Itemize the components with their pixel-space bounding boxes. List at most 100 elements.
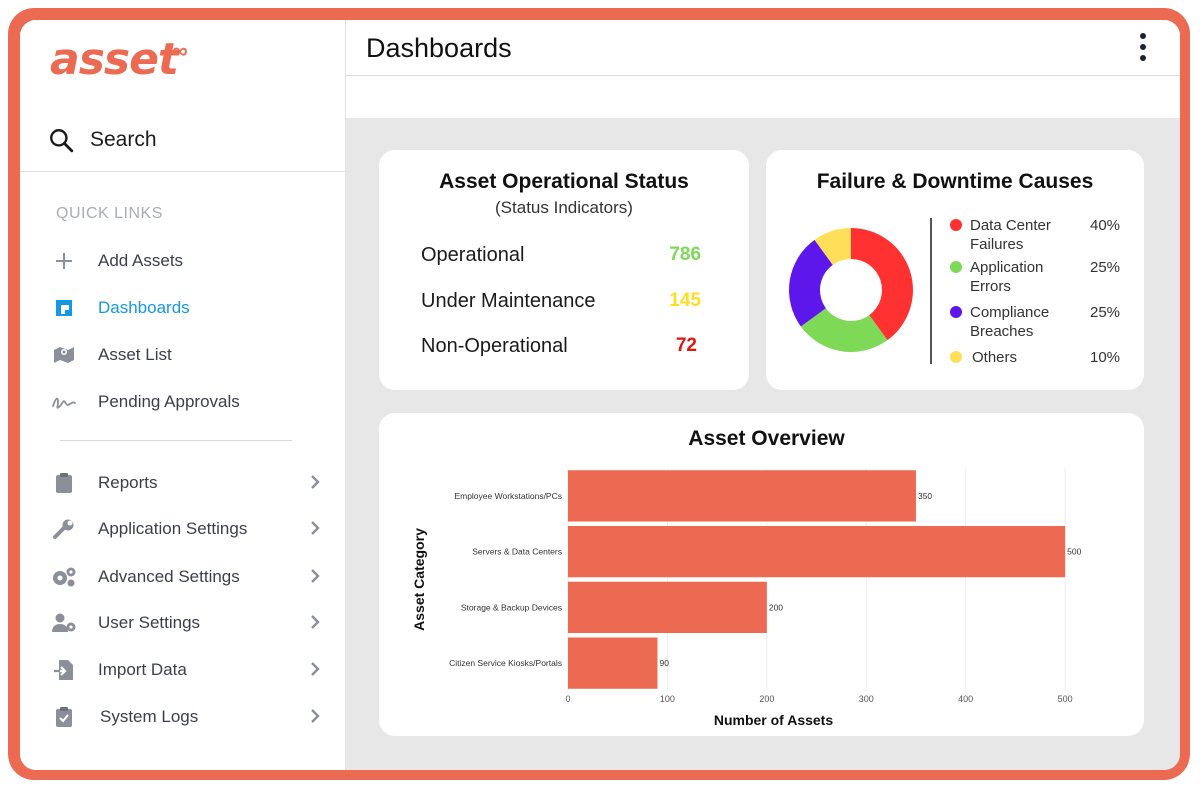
status-value: 145 bbox=[669, 290, 701, 311]
x-tick-label: 100 bbox=[660, 694, 675, 704]
chevron-right-icon bbox=[311, 662, 320, 676]
nav-system-logs[interactable]: System Logs bbox=[50, 700, 320, 734]
status-row-maintenance: Under Maintenance 145 bbox=[421, 290, 701, 313]
nav-application-settings[interactable]: Application Settings bbox=[50, 512, 320, 546]
nav-pending-approvals[interactable]: Pending Approvals bbox=[50, 385, 320, 419]
legend-label: Data Center Failures bbox=[970, 217, 1051, 253]
asset-overview-card: Asset Overview 0 100 200 300 400 500 Employee … bbox=[379, 413, 1144, 736]
user-gear-icon bbox=[52, 613, 76, 632]
signature-icon bbox=[52, 397, 76, 409]
app-window: asset ∞ Search QUICK LINKS Add Assets Da… bbox=[20, 20, 1180, 770]
donut-slice bbox=[851, 228, 913, 341]
clipboard-icon bbox=[56, 473, 72, 493]
y-tick-label: Servers & Data Centers bbox=[472, 547, 562, 557]
legend-label: Others bbox=[972, 349, 1018, 366]
main-content: Dashboards Asset Operational Status (Sta… bbox=[346, 20, 1180, 770]
x-axis-label: Number of Assets bbox=[714, 712, 834, 728]
nav-asset-list[interactable]: Asset List bbox=[50, 338, 320, 372]
status-value: 72 bbox=[675, 335, 697, 356]
legend-pct: 10% bbox=[1090, 349, 1121, 366]
nav-dashboards[interactable]: Dashboards bbox=[50, 291, 320, 325]
bar bbox=[568, 525, 1066, 578]
y-tick-label: Employee Workstations/PCs bbox=[454, 491, 562, 501]
nav-label: Import Data bbox=[98, 660, 187, 679]
legend-pct: 25% bbox=[1090, 259, 1121, 276]
sidebar: asset ∞ Search QUICK LINKS Add Assets Da… bbox=[20, 20, 346, 770]
bar-value-label: 200 bbox=[769, 602, 783, 612]
nav-label: Add Assets bbox=[98, 251, 184, 270]
nav-user-settings[interactable]: User Settings bbox=[50, 606, 320, 640]
status-label: Under Maintenance bbox=[421, 290, 596, 312]
nav-label: Asset List bbox=[98, 345, 172, 364]
chevron-right-icon bbox=[311, 569, 320, 583]
legend-label: Application Errors bbox=[970, 259, 1044, 295]
more-options-icon[interactable] bbox=[1138, 33, 1148, 63]
nav-label: Advanced Settings bbox=[98, 567, 240, 586]
bar-chart: 0 100 200 300 400 500 Employee Workstations/PC… bbox=[411, 468, 1082, 728]
search-label: Search bbox=[90, 128, 157, 151]
nav-advanced-settings[interactable]: Advanced Settings bbox=[50, 560, 320, 594]
legend-divider bbox=[930, 218, 932, 364]
nav-label: Reports bbox=[98, 473, 158, 492]
nav-add-assets[interactable]: Add Assets bbox=[50, 244, 320, 278]
x-tick-label: 500 bbox=[1058, 694, 1073, 704]
search-icon bbox=[50, 129, 74, 153]
page-title: Dashboards bbox=[366, 33, 512, 63]
nav-reports[interactable]: Reports bbox=[50, 466, 320, 500]
y-tick-label: Storage & Backup Devices bbox=[461, 602, 562, 612]
legend-dot bbox=[950, 306, 962, 318]
status-row-non-operational: Non-Operational 72 bbox=[421, 335, 701, 358]
divider bbox=[60, 440, 292, 441]
nav-label: System Logs bbox=[100, 707, 199, 726]
status-row-operational: Operational 786 bbox=[421, 244, 701, 267]
wrench-icon bbox=[53, 519, 74, 539]
map-icon bbox=[54, 347, 74, 363]
legend-dot bbox=[950, 219, 962, 231]
donut-chart bbox=[789, 228, 913, 352]
legend-pct: 40% bbox=[1090, 217, 1121, 234]
dashboard-icon bbox=[56, 300, 72, 316]
legend-dot bbox=[950, 261, 962, 273]
chevron-right-icon bbox=[311, 615, 320, 629]
bar-value-label: 500 bbox=[1067, 547, 1081, 557]
y-tick-label: Citizen Service Kiosks/Portals bbox=[449, 658, 562, 668]
status-value: 786 bbox=[669, 244, 701, 265]
x-tick-label: 200 bbox=[759, 694, 774, 704]
nav-import-data[interactable]: Import Data bbox=[50, 653, 320, 687]
nav-label: Dashboards bbox=[98, 298, 190, 317]
clipboard-check-icon bbox=[56, 707, 72, 727]
x-tick-label: 400 bbox=[958, 694, 973, 704]
bar bbox=[568, 470, 916, 522]
nav-label: Pending Approvals bbox=[98, 392, 240, 411]
search-button[interactable]: Search bbox=[48, 120, 328, 160]
donut-slice bbox=[800, 308, 888, 352]
failure-card: Failure & Downtime Causes Data Center Fa… bbox=[766, 150, 1144, 390]
bar-value-label: 350 bbox=[918, 491, 932, 501]
brand-logo[interactable]: asset ∞ bbox=[50, 34, 188, 85]
quick-links-title: QUICK LINKS bbox=[56, 205, 163, 222]
legend-pct: 25% bbox=[1090, 304, 1121, 321]
status-card-title: Asset Operational Status bbox=[439, 170, 689, 193]
status-label: Non-Operational bbox=[421, 335, 568, 357]
infinity-icon: ∞ bbox=[172, 38, 188, 63]
x-tick-label: 0 bbox=[565, 694, 570, 704]
plus-icon bbox=[56, 253, 72, 269]
status-card: Asset Operational Status (Status Indicat… bbox=[379, 150, 749, 390]
legend-label: Compliance Breaches bbox=[970, 304, 1050, 340]
chart-title: Asset Overview bbox=[688, 427, 845, 450]
chevron-right-icon bbox=[311, 709, 320, 723]
status-card-subtitle: (Status Indicators) bbox=[495, 198, 633, 217]
nav-label: User Settings bbox=[98, 613, 201, 632]
donut-slice bbox=[789, 239, 833, 327]
chevron-right-icon bbox=[311, 475, 320, 489]
bar bbox=[568, 581, 767, 634]
chevron-right-icon bbox=[311, 521, 320, 535]
status-label: Operational bbox=[421, 244, 525, 266]
sub-bar bbox=[346, 76, 1180, 118]
legend-dot bbox=[950, 351, 962, 363]
y-axis-label: Asset Category bbox=[411, 528, 427, 631]
divider bbox=[20, 171, 345, 172]
donut-slice bbox=[814, 228, 851, 265]
top-bar: Dashboards bbox=[346, 20, 1180, 76]
brand-name: asset bbox=[50, 34, 179, 85]
